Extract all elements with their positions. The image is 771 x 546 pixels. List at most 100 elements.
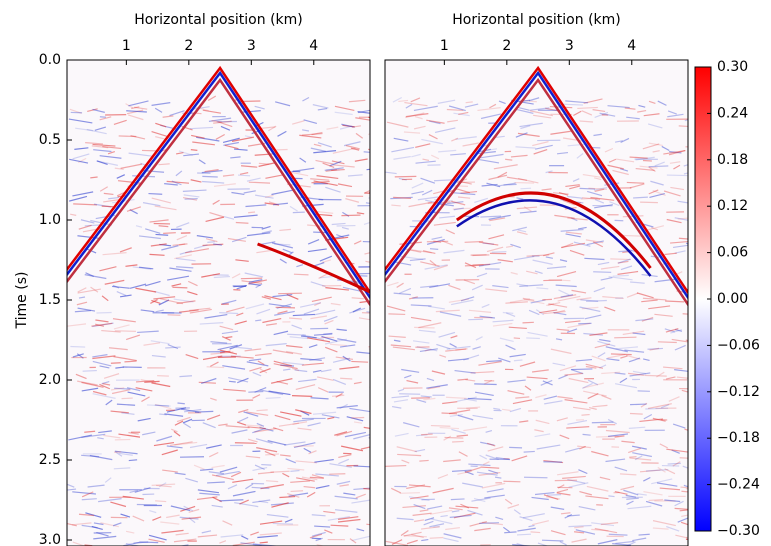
texture — [170, 505, 191, 512]
texture — [288, 317, 303, 320]
texture — [363, 151, 370, 153]
texture — [609, 201, 620, 207]
texture — [155, 403, 172, 410]
texture — [610, 258, 631, 261]
texture — [258, 162, 276, 167]
texture — [248, 279, 267, 285]
texture — [78, 296, 86, 299]
texture — [68, 434, 93, 441]
texture — [347, 174, 363, 177]
texture — [77, 287, 87, 293]
texture — [684, 428, 688, 431]
texture — [647, 347, 663, 350]
texture — [233, 214, 258, 218]
texture — [625, 494, 637, 498]
texture — [513, 509, 521, 515]
texture — [606, 358, 620, 361]
texture — [600, 522, 619, 526]
texture — [282, 361, 305, 366]
texture — [408, 201, 433, 208]
texture — [534, 433, 551, 438]
texture — [528, 309, 540, 316]
texture — [103, 198, 122, 203]
texture — [498, 357, 511, 363]
texture — [125, 530, 135, 534]
texture — [581, 413, 590, 416]
texture — [154, 205, 177, 211]
texture — [184, 198, 198, 200]
texture — [201, 273, 220, 278]
texture — [550, 348, 572, 355]
texture — [254, 105, 265, 110]
texture — [463, 279, 476, 285]
texture — [515, 146, 536, 149]
texture — [516, 206, 538, 210]
texture — [664, 468, 676, 475]
texture — [502, 311, 514, 314]
texture — [336, 233, 345, 238]
texture — [556, 151, 569, 155]
texture — [557, 471, 579, 476]
texture — [447, 358, 469, 362]
texture — [442, 401, 458, 405]
texture — [546, 266, 567, 270]
texture — [388, 335, 406, 339]
texture — [345, 144, 360, 150]
texture — [290, 469, 300, 472]
texture — [608, 495, 615, 498]
texture — [85, 272, 94, 278]
texture — [479, 522, 499, 525]
texture — [293, 273, 309, 276]
texture — [190, 179, 202, 183]
texture — [102, 383, 111, 386]
texture — [248, 279, 263, 283]
texture — [234, 148, 248, 151]
texture — [423, 397, 436, 401]
texture — [478, 471, 501, 476]
texture — [579, 187, 596, 190]
texture — [272, 293, 293, 298]
x-tick-label: 1 — [122, 38, 131, 54]
texture — [429, 509, 453, 515]
texture — [343, 141, 361, 147]
texture — [464, 262, 477, 269]
texture — [446, 201, 464, 205]
texture — [629, 372, 651, 377]
texture — [116, 174, 125, 179]
texture — [494, 476, 502, 479]
texture — [171, 428, 178, 433]
texture — [176, 300, 196, 305]
texture — [542, 310, 566, 315]
texture — [159, 413, 167, 416]
texture — [338, 454, 352, 458]
texture — [408, 496, 430, 501]
texture — [270, 378, 293, 384]
texture — [627, 505, 652, 510]
texture — [114, 450, 138, 455]
texture — [254, 427, 277, 433]
texture — [421, 138, 443, 145]
event — [385, 77, 688, 307]
texture — [562, 199, 575, 206]
texture — [586, 299, 607, 303]
texture — [639, 418, 664, 423]
texture — [258, 162, 270, 165]
texture — [585, 363, 604, 369]
texture — [259, 541, 268, 544]
texture — [540, 379, 553, 386]
texture — [458, 111, 469, 116]
texture — [448, 298, 470, 303]
texture — [307, 422, 321, 427]
texture — [196, 496, 218, 501]
texture — [489, 103, 497, 109]
texture — [128, 152, 153, 157]
texture — [553, 309, 566, 314]
texture — [415, 143, 431, 148]
texture — [78, 513, 95, 517]
texture — [579, 306, 601, 313]
texture — [573, 110, 582, 117]
texture — [222, 365, 246, 370]
event — [456, 199, 652, 277]
texture — [681, 389, 688, 393]
texture — [385, 171, 397, 175]
